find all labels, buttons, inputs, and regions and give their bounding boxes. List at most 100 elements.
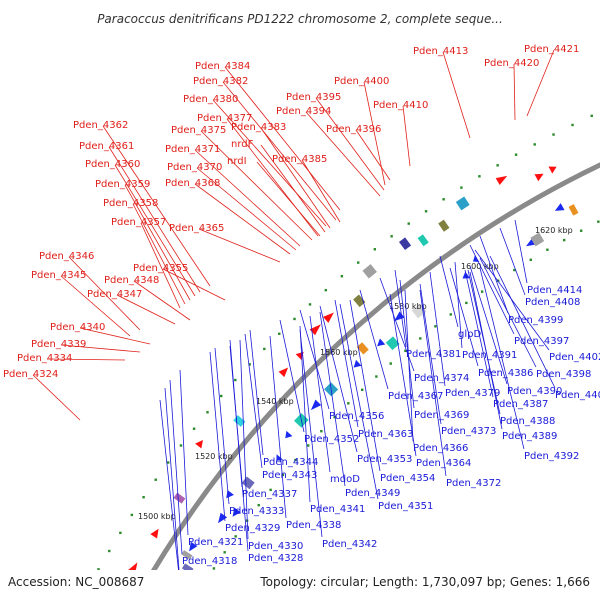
reverse-gene-label: Pden_4356 xyxy=(329,411,384,422)
inner-guide-dot xyxy=(257,503,260,507)
reverse-gene xyxy=(394,311,405,322)
reverse-leader-line xyxy=(389,293,417,457)
reverse-leader-line xyxy=(394,269,407,348)
reverse-gene xyxy=(554,203,565,211)
reverse-gene-label: Pden_4349 xyxy=(345,488,400,499)
forward-leader-line xyxy=(301,159,341,223)
forward-gene-label: Pden_4371 xyxy=(165,144,220,155)
reverse-leader-line xyxy=(164,387,180,571)
feature-box xyxy=(455,196,470,211)
outer-guide-dot xyxy=(460,186,463,189)
forward-gene-label: Pden_4385 xyxy=(272,154,327,165)
inner-guide-dot xyxy=(375,375,378,378)
forward-leader-line xyxy=(116,294,176,325)
reverse-gene xyxy=(181,550,193,560)
reverse-leader-line xyxy=(469,244,515,335)
outer-guide-dot xyxy=(108,549,111,553)
forward-leader-line xyxy=(526,49,555,117)
feature-box xyxy=(173,492,186,504)
forward-leader-line xyxy=(140,222,181,309)
reverse-leader-line xyxy=(469,271,503,430)
inner-guide-dot xyxy=(434,325,437,328)
forward-gene-label: Pden_4396 xyxy=(326,124,381,135)
reverse-leader-line xyxy=(454,261,463,349)
outer-guide-dot xyxy=(390,235,393,238)
forward-leader-line xyxy=(79,327,151,345)
reverse-leader-line xyxy=(404,289,414,442)
reverse-leader-line xyxy=(299,325,311,503)
forward-gene-arrow xyxy=(548,166,557,174)
reverse-leader-line xyxy=(159,399,181,585)
forward-leader-line xyxy=(132,203,186,305)
inner-guide-dot xyxy=(307,444,310,447)
forward-leader-line xyxy=(114,164,196,297)
reverse-gene-label: Pden_4337 xyxy=(242,489,297,500)
reverse-gene-label: glpD xyxy=(458,329,481,340)
forward-gene-arrow xyxy=(195,440,203,449)
outer-guide-dot xyxy=(496,164,499,167)
outer-guide-dot xyxy=(220,394,223,398)
forward-gene-label: Pden_4365 xyxy=(169,223,224,234)
reverse-gene-label: Pden_4392 xyxy=(524,451,579,462)
forward-gene-label: Pden_4384 xyxy=(195,61,250,72)
forward-gene-label: Pden_4395 xyxy=(286,92,341,103)
kbp-tick-label: 1500 kbp xyxy=(138,512,176,521)
inner-guide-dot xyxy=(562,238,566,242)
outer-guide-dot xyxy=(533,143,536,146)
forward-gene-arrow xyxy=(323,312,334,323)
forward-gene xyxy=(362,264,377,279)
reverse-gene-label: Pden_4388 xyxy=(500,416,555,427)
outer-guide-dot xyxy=(357,261,360,264)
forward-gene xyxy=(399,237,412,250)
outer-guide-dot xyxy=(324,288,328,292)
forward-gene xyxy=(323,312,334,323)
forward-gene-label: Pden_4345 xyxy=(31,270,86,281)
feature-box xyxy=(530,232,545,247)
outer-guide-dot xyxy=(590,114,593,118)
reverse-leader-line xyxy=(419,283,442,425)
feature-box xyxy=(356,342,369,355)
reverse-leader-line xyxy=(514,219,528,284)
inner-guide-dot xyxy=(449,313,452,316)
forward-gene-label: Pden_4413 xyxy=(413,46,468,57)
reverse-gene-label: mdoD xyxy=(330,474,360,485)
reverse-gene-label: Pden_4321 xyxy=(188,537,243,548)
outer-guide-dot xyxy=(278,332,281,335)
forward-gene-label: nrdI xyxy=(227,156,247,167)
forward-gene-label: Pden_4324 xyxy=(3,369,58,380)
forward-gene-label: Pden_4377 xyxy=(197,113,252,124)
reverse-leader-line xyxy=(499,227,526,296)
inner-guide-dot xyxy=(480,290,484,293)
reverse-gene-arrow xyxy=(377,338,386,347)
reverse-gene-arrow xyxy=(285,430,293,439)
forward-gene-label: Pden_4357 xyxy=(111,217,166,228)
reverse-leader-line xyxy=(479,235,509,314)
forward-gene xyxy=(455,196,470,211)
forward-gene-label: Pden_4340 xyxy=(50,322,105,333)
reverse-leader-line xyxy=(359,289,389,390)
forward-gene-label: Pden_4394 xyxy=(276,106,331,117)
forward-leader-line xyxy=(513,63,516,121)
outer-guide-dot xyxy=(234,378,237,382)
reverse-leader-line xyxy=(429,271,446,387)
reverse-gene-label: Pden_4372 xyxy=(446,478,501,489)
kbp-tick-label: 1540 kbp xyxy=(256,397,294,406)
reverse-leader-line xyxy=(419,289,447,477)
feature-box xyxy=(417,234,429,247)
outer-guide-dot xyxy=(340,275,344,278)
kbp-tick-label: 1520 kbp xyxy=(195,452,233,461)
forward-gene-label: Pden_4370 xyxy=(167,162,222,173)
inner-guide-dot xyxy=(597,220,600,223)
forward-gene-arrow xyxy=(278,367,289,378)
forward-gene xyxy=(548,166,557,174)
inner-guide-dot xyxy=(320,429,323,433)
reverse-gene-label: Pden_4363 xyxy=(358,429,413,440)
reverse-leader-line xyxy=(319,305,358,453)
forward-leader-line xyxy=(162,268,226,301)
forward-leader-line xyxy=(194,183,291,255)
feature-box xyxy=(241,476,255,490)
inner-guide-dot xyxy=(465,301,468,305)
reverse-leader-line xyxy=(229,345,249,552)
reverse-gene-label: Pden_4330 xyxy=(248,541,303,552)
footer-background xyxy=(0,570,600,600)
